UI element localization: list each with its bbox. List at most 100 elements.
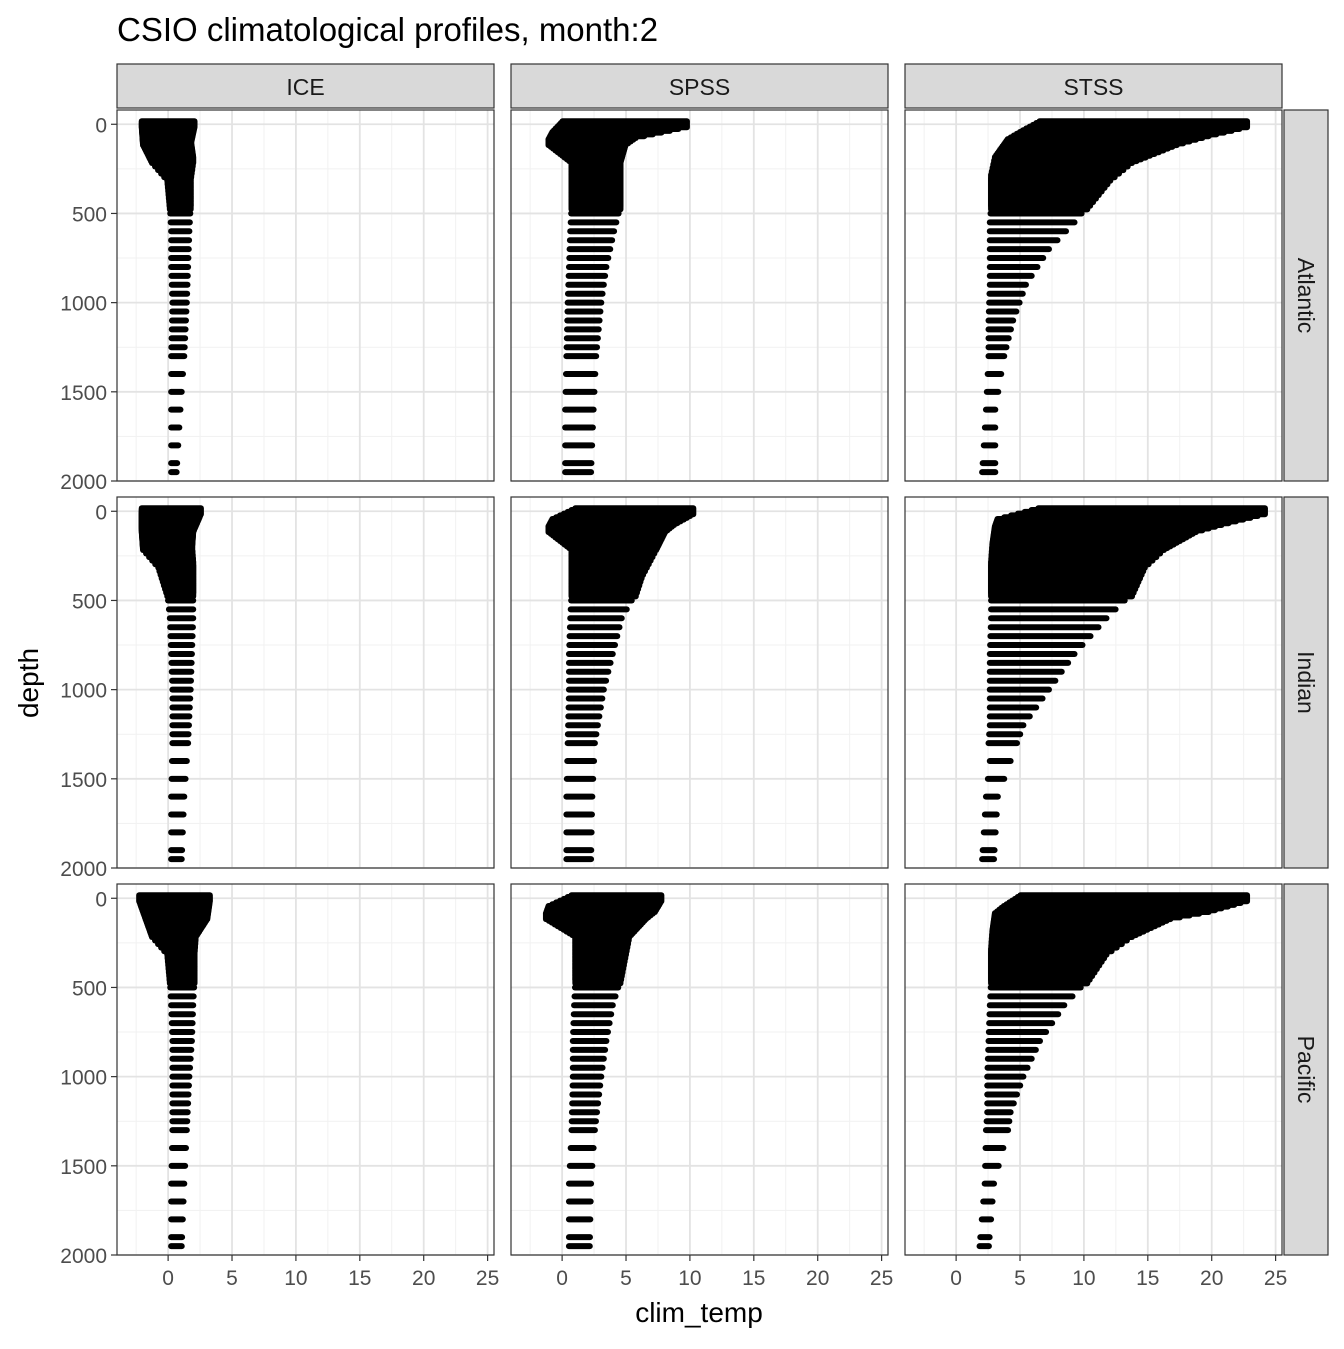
data-point-row — [571, 1002, 616, 1009]
x-tick-label: 10 — [1072, 1267, 1095, 1290]
data-point-row — [569, 1091, 603, 1098]
data-point-row — [563, 793, 596, 800]
panel-stss-atlantic — [904, 109, 1283, 482]
data-point-row — [568, 200, 624, 213]
data-point-row — [168, 1002, 197, 1009]
panel-border — [510, 883, 889, 1256]
x-tick-label: 0 — [162, 1267, 174, 1290]
panel-border — [904, 883, 1283, 1256]
data-point-row — [982, 1162, 1002, 1169]
data-point-row — [166, 974, 198, 987]
data-point-row — [168, 460, 181, 467]
data-point-row — [168, 757, 190, 764]
data-point-row — [984, 1055, 1035, 1062]
data-point-row — [985, 1037, 1044, 1044]
data-point-row — [985, 317, 1017, 324]
data-point-row — [563, 344, 601, 351]
y-tick-label: 500 — [72, 590, 107, 613]
data-point-row — [567, 615, 625, 622]
y-tick-label: 0 — [95, 888, 107, 911]
x-tick-label: 15 — [742, 1267, 765, 1290]
data-point-row — [569, 1100, 602, 1107]
data-point-row — [168, 406, 184, 413]
x-tick-label: 15 — [348, 1267, 371, 1290]
panel-border — [116, 109, 495, 482]
data-point-row — [168, 847, 186, 854]
data-point-row — [167, 210, 194, 217]
data-point-row — [565, 659, 614, 666]
data-point-row — [168, 344, 188, 351]
data-point-row — [565, 1234, 593, 1241]
data-point-row — [564, 317, 603, 324]
data-point-row — [562, 442, 596, 449]
data-point-row — [986, 246, 1052, 253]
data-point-row — [169, 1091, 192, 1098]
data-point-row — [985, 308, 1020, 315]
data-point-row — [986, 677, 1059, 684]
x-tick-label: 10 — [678, 1267, 701, 1290]
data-point-row — [169, 731, 192, 738]
data-point-row — [565, 1243, 593, 1250]
data-points — [138, 118, 198, 476]
facet-strip-label: SPSS — [669, 74, 730, 100]
panel-stss-indian — [904, 496, 1283, 869]
data-point-row — [979, 469, 999, 476]
y-tick-label: 2000 — [60, 858, 107, 881]
data-point-row — [984, 1100, 1017, 1107]
x-tick-label: 15 — [1136, 1267, 1159, 1290]
y-tick-label: 0 — [95, 501, 107, 524]
data-point-row — [565, 650, 616, 657]
data-point-row — [986, 263, 1041, 270]
x-tick-label: 20 — [806, 1267, 829, 1290]
data-point-row — [167, 984, 198, 991]
data-point-row — [987, 633, 1094, 640]
data-point-row — [988, 615, 1110, 622]
x-tick-label: 20 — [1200, 1267, 1223, 1290]
data-points — [979, 505, 1268, 863]
x-tick-label: 25 — [1264, 1267, 1287, 1290]
data-point-row — [168, 1180, 188, 1187]
data-point-row — [986, 757, 1014, 764]
data-point-row — [986, 299, 1023, 306]
data-point-row — [986, 219, 1078, 226]
data-point-row — [569, 1073, 605, 1080]
data-point-row — [168, 237, 193, 244]
data-point-row — [168, 469, 180, 476]
data-point-row — [982, 1127, 1012, 1134]
data-point-row — [984, 1082, 1024, 1089]
data-point-row — [568, 587, 639, 600]
x-tick-label: 5 — [1014, 1267, 1026, 1290]
data-point-row — [565, 272, 609, 279]
data-point-row — [166, 200, 194, 213]
data-point-row — [169, 1046, 195, 1053]
data-point-row — [168, 1144, 189, 1151]
data-point-row — [565, 668, 612, 675]
data-point-row — [986, 281, 1029, 288]
data-point-row — [165, 597, 197, 604]
data-point-row — [168, 1198, 187, 1205]
data-point-row — [569, 1055, 607, 1062]
data-point-row — [985, 1029, 1050, 1036]
data-point-row — [986, 659, 1072, 666]
data-point-row — [169, 1118, 191, 1125]
data-point-row — [167, 993, 197, 1000]
data-point-row — [981, 1180, 998, 1187]
data-point-row — [986, 695, 1046, 702]
x-tick-label: 5 — [226, 1267, 238, 1290]
data-point-row — [986, 255, 1047, 262]
data-point-row — [988, 974, 1091, 987]
data-point-row — [986, 704, 1040, 711]
data-point-row — [980, 442, 999, 449]
data-point-row — [168, 1243, 185, 1250]
data-point-row — [985, 353, 1008, 360]
facet-strip-label: STSS — [1063, 74, 1123, 100]
panel-border — [510, 109, 889, 482]
x-tick-label: 25 — [476, 1267, 499, 1290]
data-point-row — [567, 219, 620, 226]
data-point-row — [168, 424, 183, 431]
data-point-row — [564, 290, 606, 297]
y-axis-label: depth — [13, 648, 44, 718]
data-point-row — [565, 1216, 594, 1223]
y-tick-label: 1500 — [60, 769, 107, 792]
data-point-row — [168, 335, 189, 342]
